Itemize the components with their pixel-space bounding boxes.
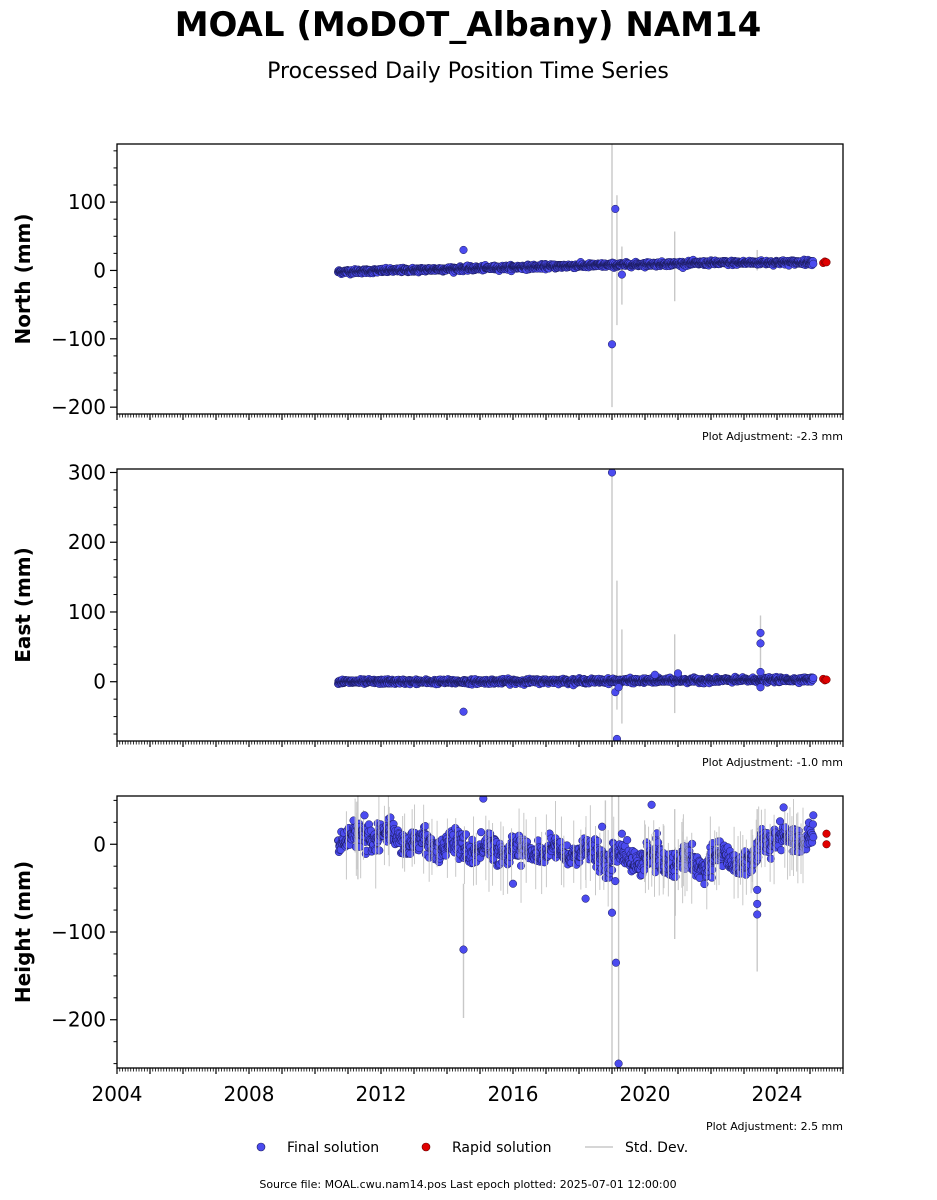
outlier-point: [673, 669, 683, 678]
outlier-point: [756, 667, 765, 677]
axes-frame: [116, 468, 844, 742]
outlier-point: [607, 908, 617, 917]
plot-area-north: [334, 144, 831, 408]
final-point: [808, 820, 817, 829]
final-point: [623, 836, 632, 845]
y-axis-label: North (mm): [11, 213, 35, 344]
outlier-point: [617, 270, 626, 279]
outlier-point: [508, 879, 518, 888]
axes-frame: [116, 143, 844, 415]
outlier-point: [459, 245, 468, 254]
y-axis-label: East (mm): [11, 547, 35, 663]
final-point: [809, 673, 818, 682]
final-point: [477, 828, 486, 837]
outlier-point: [617, 829, 626, 838]
outlier-point: [753, 910, 762, 919]
final-points-height: [334, 813, 818, 889]
rapid-point: [822, 258, 831, 267]
outlier-point: [614, 683, 623, 692]
y-tick-label: 0: [93, 832, 106, 856]
final-point: [777, 846, 786, 855]
final-point: [461, 830, 471, 839]
y-tick-label: −100: [51, 327, 106, 351]
final-point: [406, 849, 415, 858]
final-point: [809, 259, 818, 268]
final-point: [809, 833, 818, 842]
plot-adjustment-label: Plot Adjustment: -2.3 mm: [702, 430, 843, 443]
outlier-point: [756, 628, 765, 637]
panel-east: 300 200 100 0 East (mm) Plot Adjustment: -1.0…: [11, 460, 844, 769]
outlier-point: [647, 800, 656, 809]
outlier-point: [479, 796, 488, 803]
y-tick-label: −200: [51, 1008, 106, 1032]
final-point: [468, 835, 477, 844]
outlier-point: [614, 1059, 623, 1068]
plot-area-height: [334, 796, 831, 1068]
outlier-point: [753, 899, 762, 908]
final-point: [441, 851, 450, 860]
y-tick-label: −200: [51, 395, 106, 419]
outlier-point: [459, 945, 468, 954]
y-tick-label: 100: [68, 600, 106, 624]
rapid-point: [822, 675, 831, 684]
outlier-point: [779, 803, 788, 812]
final-point: [562, 841, 572, 850]
y-tick-label: −100: [51, 920, 106, 944]
y-tick-label: 0: [93, 258, 106, 282]
chart-subtitle: Processed Daily Position Time Series: [267, 59, 669, 84]
outlier-point: [611, 204, 620, 213]
y-tick-label: 300: [68, 460, 106, 484]
outlier-point: [756, 639, 765, 648]
outlier-point: [756, 683, 765, 692]
plot-area-east: [334, 469, 831, 741]
outlier-point: [598, 822, 607, 831]
y-tick-label: 100: [68, 190, 106, 214]
rapid-point: [822, 829, 831, 838]
outlier-point: [611, 877, 620, 886]
final-points-north: [334, 255, 818, 279]
final-point: [608, 865, 617, 875]
outlier-point: [360, 811, 369, 820]
outlier-point: [607, 340, 617, 349]
final-points-east: [334, 672, 818, 690]
panels: 100 0 −100 −200 North (mm) Plot Adjustment: -…: [11, 143, 844, 1133]
panel-north: 100 0 −100 −200 North (mm) Plot Adjustment: -…: [11, 143, 844, 443]
outlier-point: [753, 885, 762, 894]
outlier-point: [650, 670, 659, 679]
outlier-point: [607, 469, 617, 477]
outlier-point: [611, 958, 621, 967]
rapid-point: [822, 840, 831, 849]
chart-title: MOAL (MoDOT_Albany) NAM14: [175, 5, 762, 45]
outlier-point: [459, 707, 468, 716]
final-point: [766, 854, 775, 863]
y-tick-label: 0: [93, 670, 106, 694]
plot-adjustment-label: Plot Adjustment: -1.0 mm: [702, 756, 843, 769]
final-point: [421, 822, 430, 831]
outlier-point: [581, 894, 590, 903]
outlier-point: [612, 734, 621, 741]
y-tick-label: 200: [68, 530, 106, 554]
outlier-point: [809, 811, 818, 820]
